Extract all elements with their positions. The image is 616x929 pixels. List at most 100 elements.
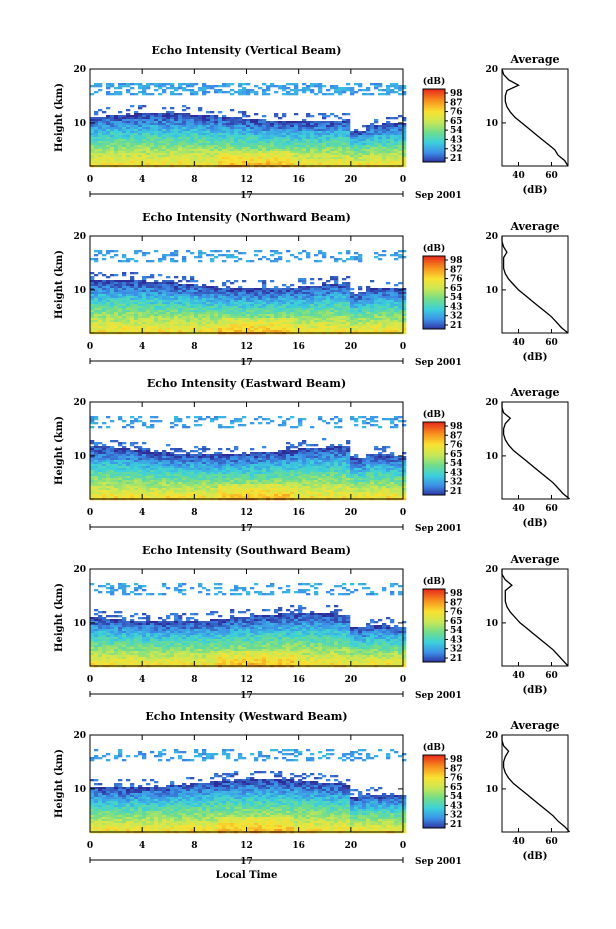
heatmap-cell — [94, 145, 99, 148]
heatmap-cell — [318, 304, 323, 307]
heatmap-cell — [298, 151, 303, 154]
heatmap-cell — [222, 139, 227, 142]
heatmap-cell — [302, 141, 307, 144]
heatmap-cell — [178, 304, 183, 307]
heatmap-cell — [130, 133, 135, 136]
heatmap-cell — [114, 135, 119, 138]
heatmap-cell — [322, 133, 327, 136]
heatmap-cell — [402, 155, 407, 158]
heatmap-cell — [170, 117, 175, 120]
heatmap-cell — [98, 458, 103, 461]
heatmap-cell — [282, 123, 287, 126]
heatmap-cell — [94, 466, 99, 469]
heatmap-cell — [278, 296, 283, 299]
heatmap-cell — [234, 135, 239, 138]
heatmap-cell — [198, 115, 203, 118]
heatmap-cell — [306, 304, 311, 307]
heatmap-cell — [90, 450, 95, 453]
heatmap-cell — [298, 129, 303, 132]
heatmap-cell — [226, 320, 231, 323]
heatmap-cell — [354, 159, 359, 162]
heatmap-cell — [138, 472, 143, 475]
heatmap-cell — [98, 484, 103, 487]
heatmap-cell — [394, 143, 399, 146]
heatmap-cell — [346, 286, 351, 289]
colorbar-tick-label: 65 — [450, 284, 463, 294]
heatmap-cell — [98, 135, 103, 138]
heatmap-cell — [302, 280, 307, 283]
heatmap-cell — [142, 119, 147, 122]
heatmap-cell — [274, 115, 279, 118]
heatmap-cell — [122, 330, 127, 333]
heatmap-cell — [210, 133, 215, 136]
heatmap-cell — [194, 322, 199, 325]
heatmap-cell — [114, 87, 119, 90]
heatmap-cell — [178, 113, 183, 116]
heatmap-cell — [250, 296, 255, 299]
heatmap-cell — [210, 286, 215, 289]
heatmap-cell — [374, 161, 379, 164]
heatmap-cell — [374, 155, 379, 158]
colorbar-swatch — [423, 158, 445, 161]
heatmap-cell — [282, 306, 287, 309]
heatmap-cell — [146, 93, 151, 96]
heatmap-cell — [202, 316, 207, 319]
heatmap-cell — [138, 117, 143, 120]
heatmap-cell — [370, 161, 375, 164]
heatmap-cell — [178, 93, 183, 96]
heatmap-cell — [102, 478, 107, 481]
heatmap-cell — [198, 252, 203, 255]
heatmap-cell — [250, 133, 255, 136]
heatmap-cell — [238, 119, 243, 122]
heatmap-cell — [394, 322, 399, 325]
heatmap-cell — [338, 135, 343, 138]
heatmap-cell — [398, 306, 403, 309]
heatmap-cell — [106, 446, 111, 449]
heatmap-cell — [166, 111, 171, 114]
heatmap-cell — [226, 127, 231, 130]
heatmap-cell — [342, 330, 347, 333]
heatmap-cell — [330, 135, 335, 138]
heatmap-cell — [234, 147, 239, 150]
heatmap-cell — [90, 426, 95, 429]
colorbar-swatch — [423, 296, 445, 299]
heatmap-cell — [342, 294, 347, 297]
heatmap-cell — [130, 476, 135, 479]
heatmap-cell — [362, 312, 367, 315]
heatmap-cell — [326, 147, 331, 150]
heatmap-cell — [290, 284, 295, 287]
heatmap-cell — [258, 143, 263, 146]
heatmap-cell — [230, 93, 235, 96]
heatmap-cell — [210, 115, 215, 118]
heatmap-cell — [182, 135, 187, 138]
colorbar-swatch — [423, 279, 445, 283]
heatmap-cell — [242, 296, 247, 299]
heatmap-cell — [374, 294, 379, 297]
heatmap-cell — [142, 298, 147, 301]
heatmap-cell — [118, 494, 123, 497]
heatmap-cell — [286, 326, 291, 329]
heatmap-cell — [378, 326, 383, 329]
heatmap-cell — [98, 290, 103, 293]
heatmap-cell — [230, 141, 235, 144]
heatmap-cell — [118, 137, 123, 140]
colorbar-swatch — [423, 151, 445, 154]
heatmap-cell — [102, 462, 107, 465]
colorbar-swatch — [423, 109, 445, 112]
heatmap-cell — [342, 302, 347, 305]
heatmap-cell — [358, 328, 363, 331]
heatmap-cell — [398, 123, 403, 126]
heatmap-cell — [186, 125, 191, 128]
heatmap-cell — [330, 292, 335, 295]
heatmap-cell — [258, 151, 263, 154]
heatmap-cell — [222, 163, 227, 166]
heatmap-cell — [194, 141, 199, 144]
heatmap-cell — [226, 330, 231, 333]
heatmap-cell — [98, 448, 103, 451]
heatmap-cell — [298, 121, 303, 124]
heatmap-cell — [198, 145, 203, 148]
heatmap-cell — [242, 113, 247, 116]
heatmap-cell — [266, 133, 271, 136]
heatmap-cell — [226, 312, 231, 315]
heatmap-cell — [210, 324, 215, 327]
